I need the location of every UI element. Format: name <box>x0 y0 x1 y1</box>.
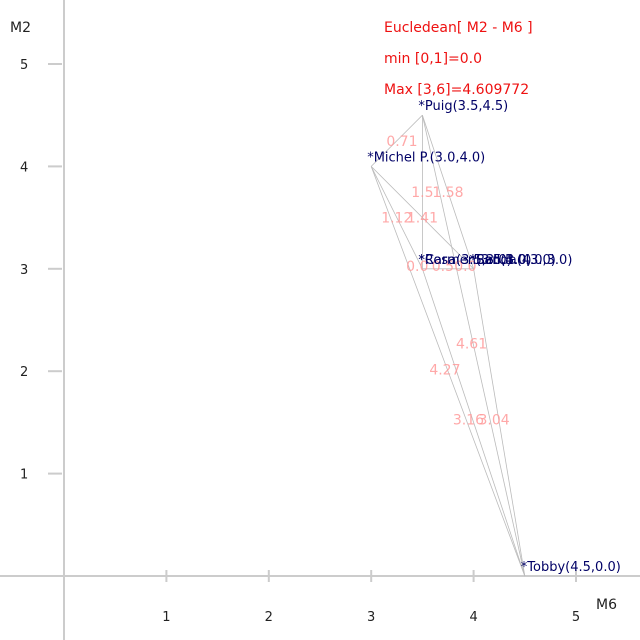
distance-label: 3.16 <box>453 412 484 428</box>
distance-label: 0.0 <box>406 259 428 275</box>
distance-label: 1.41 <box>407 211 438 227</box>
distance-label: 1.5 <box>411 185 433 201</box>
distance-label: 0.5 <box>432 259 454 275</box>
distance-label: 1.58 <box>432 185 463 201</box>
distance-labels: 0.71 1.51.58 1.121.41 0.0 0.5 0.0 4.61 4.27 3.16… <box>381 134 510 429</box>
distance-edge <box>422 268 526 577</box>
y-tick-label: 5 <box>20 58 28 73</box>
point-label: *Bell(4.0,3.0) <box>470 253 556 268</box>
distance-label: 4.61 <box>456 337 487 353</box>
distance-edges <box>370 114 526 577</box>
point-labels: *Puig(3.5,4.5) *Michel P.(3.0,4.0) *Rosa(3… <box>367 99 621 575</box>
info-line: Eucledean[ M2 - M6 ] <box>384 20 533 36</box>
info-box: Eucledean[ M2 - M6 ] min [0,1]=0.0 Max [3,… <box>384 20 533 98</box>
point-label: *Carmen(3.5,3.0) <box>418 253 531 268</box>
y-tick-label: 4 <box>20 160 28 175</box>
distance-edge <box>370 166 526 577</box>
info-line: Max [3,6]=4.609772 <box>384 82 529 98</box>
distance-edge <box>422 115 474 269</box>
distance-edge <box>370 166 423 269</box>
distance-label: 1.12 <box>381 211 412 227</box>
y-tick-label: 1 <box>20 468 28 483</box>
distance-edge <box>422 115 526 577</box>
x-tick-label: 4 <box>469 610 477 625</box>
distance-edge <box>370 166 474 270</box>
point-label: *Sanda(4.0,3.0) <box>470 253 573 268</box>
distance-edge <box>370 114 423 167</box>
y-tick-label: 2 <box>20 365 28 380</box>
point-label: *Rosa(3.5,3.0) <box>418 253 511 268</box>
distance-label: 0.0 <box>454 259 476 275</box>
y-tick-label: 3 <box>20 263 28 278</box>
distance-label: 0.71 <box>386 134 417 150</box>
point-label: *Tobby(4.5,0.0) <box>521 560 621 575</box>
point-label: *Michel P.(3.0,4.0) <box>367 150 485 165</box>
x-tick-label: 5 <box>572 610 580 625</box>
x-axis-title: M6 <box>596 597 617 613</box>
x-tick-label: 2 <box>265 610 273 625</box>
distance-label: 3.04 <box>478 412 509 428</box>
distance-edge <box>473 268 526 577</box>
info-line: min [0,1]=0.0 <box>384 51 482 67</box>
distance-label: 4.27 <box>429 362 460 378</box>
point-label: *Puig(3.5,4.5) <box>418 99 508 114</box>
x-tick-label: 3 <box>367 610 375 625</box>
y-axis-title: M2 <box>10 20 31 36</box>
x-tick-label: 1 <box>162 610 170 625</box>
